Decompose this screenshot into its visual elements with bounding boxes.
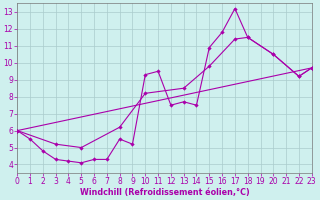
X-axis label: Windchill (Refroidissement éolien,°C): Windchill (Refroidissement éolien,°C)	[80, 188, 249, 197]
